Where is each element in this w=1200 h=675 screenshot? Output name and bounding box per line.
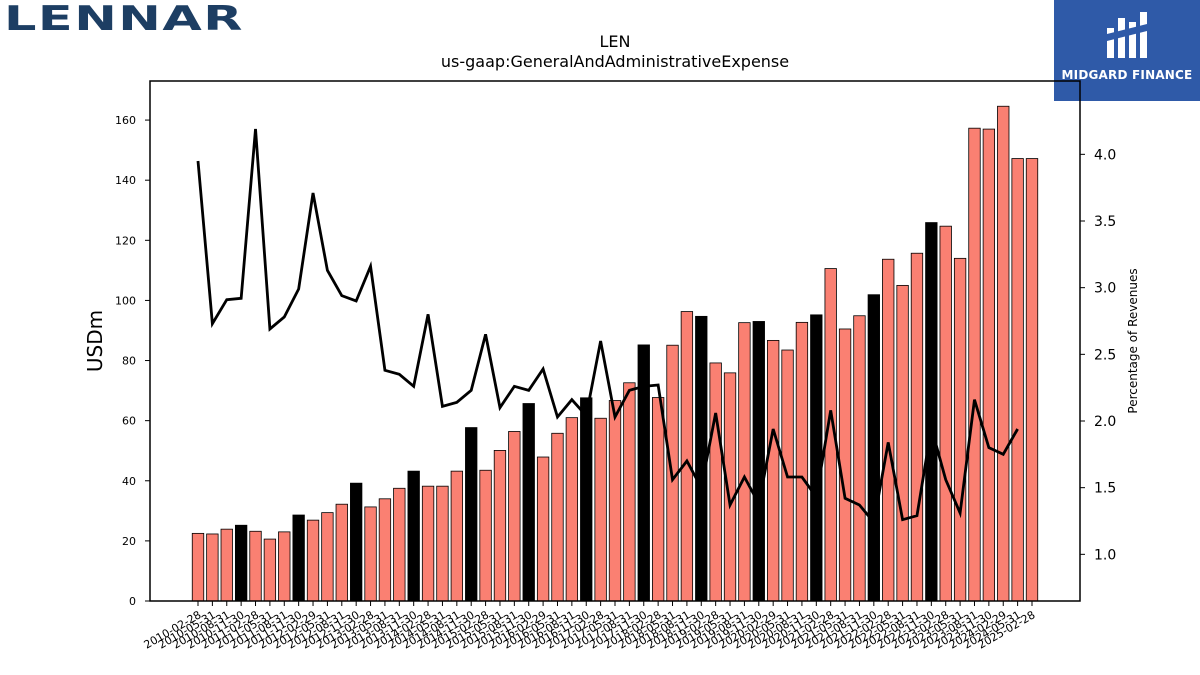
bar-2021-05-31: [838, 328, 852, 602]
bar-2022-11-30: [925, 222, 938, 602]
bar-2011-08-31: [278, 531, 291, 602]
bar-2012-08-31: [335, 503, 348, 602]
bar-2024-05-31: [1011, 158, 1024, 602]
bar-2025-02-28: [1025, 158, 1039, 602]
bar-2011-05-31: [263, 538, 277, 602]
y-axis-label: USDm: [83, 310, 107, 372]
bar-2019-11-30: [752, 321, 765, 602]
lennar-logo-mark: LENNAR: [4, 0, 244, 39]
bar-2012-05-31: [321, 512, 334, 602]
bar-2010-05-31: [206, 533, 219, 602]
y-tick-label: 140: [115, 174, 136, 187]
bar-2011-02-28: [249, 530, 262, 602]
chart-title: LEN: [599, 32, 631, 51]
y2-tick-label: 4.0: [1094, 147, 1116, 163]
percentage-of-revenues-line: [196, 128, 1019, 526]
bar-2017-02-28: [594, 417, 607, 602]
left-y-axis: 0 20 40 60 80 100 120 140 160: [115, 114, 150, 608]
midgard-finance-text: MIDGARD FINANCE: [1061, 68, 1193, 82]
bar-2014-02-28: [421, 485, 435, 602]
lennar-logo: LENNAR: [4, 0, 254, 39]
bar-2017-08-31: [623, 382, 636, 602]
y2-tick-label: 2.5: [1094, 347, 1116, 363]
bar-2019-08-31: [738, 322, 751, 602]
y-tick-label: 60: [122, 415, 136, 428]
bar-2011-11-30: [292, 514, 305, 602]
y-tick-label: 0: [129, 595, 136, 608]
bar-2018-11-30: [695, 315, 708, 602]
bar-2023-11-30: [982, 128, 996, 602]
bar-2022-08-31: [910, 252, 924, 602]
bar-2013-11-30: [407, 470, 420, 602]
y2-tick-label: 3.5: [1094, 214, 1116, 230]
bar-2020-02-29: [767, 339, 780, 602]
y-tick-label: 40: [122, 475, 136, 488]
y2-tick-label: 3.0: [1094, 281, 1116, 297]
chart-subtitle: us-gaap:GeneralAndAdministrativeExpense: [440, 52, 790, 71]
bar-2021-11-30: [867, 294, 880, 602]
right-y-axis: 1.0 1.5 2.0 2.5 3.0 3.5 4.0: [1080, 147, 1116, 563]
bar-2010-08-31: [220, 528, 233, 602]
bar-2018-02-28: [651, 397, 665, 602]
bar-2017-05-31: [608, 400, 622, 602]
midgard-emblem-icon: [1107, 12, 1147, 58]
bar-2015-05-31: [493, 450, 507, 602]
line-series: [196, 128, 1019, 526]
bar-2021-08-31: [853, 315, 866, 602]
midgard-finance-logo: MIDGARD FINANCE: [1054, 0, 1200, 101]
bar-2012-11-30: [350, 482, 363, 602]
y-tick-label: 100: [115, 294, 136, 307]
bar-2012-02-29: [306, 519, 320, 602]
bar-2013-08-31: [393, 487, 406, 602]
y2-tick-label: 1.5: [1094, 481, 1116, 497]
bar-2023-05-31: [953, 257, 967, 602]
y2-tick-label: 1.0: [1094, 547, 1116, 563]
bar-2016-11-30: [580, 397, 593, 602]
y-tick-label: 160: [115, 114, 136, 127]
bar-2016-02-29: [536, 456, 550, 602]
bar-2016-05-31: [551, 432, 564, 602]
bar-2010-11-30: [234, 524, 248, 602]
y-tick-label: 20: [122, 535, 136, 548]
bar-2015-08-31: [508, 431, 521, 602]
bar-2015-11-30: [522, 403, 535, 602]
bar-2024-02-29: [997, 105, 1010, 602]
x-axis: 2010-02-282010-05-312010-08-312010-11-30…: [142, 601, 1038, 652]
bar-2014-05-31: [436, 485, 449, 602]
y-tick-label: 120: [115, 234, 136, 247]
lennar-logo-text: LENNAR: [4, 2, 244, 34]
bar-series: [191, 105, 1039, 602]
bar-2014-11-30: [465, 427, 478, 602]
bar-2013-05-31: [378, 498, 392, 602]
bar-2020-08-31: [795, 321, 809, 602]
bar-2013-02-28: [364, 506, 377, 602]
secondary-y-axis-label: Percentage of Revenues: [1126, 268, 1140, 413]
bar-2010-02-28: [191, 532, 205, 602]
bar-2019-02-28: [709, 362, 722, 602]
bar-2016-08-31: [565, 417, 579, 602]
bar-2022-05-31: [896, 284, 909, 602]
bar-2022-02-28: [882, 258, 895, 602]
bar-2015-02-28: [479, 469, 492, 602]
bar-2014-08-31: [450, 470, 463, 602]
bar-2020-11-30: [810, 314, 823, 602]
y-tick-label: 80: [122, 355, 136, 368]
bar-2017-11-30: [637, 344, 650, 602]
bar-2023-02-28: [939, 225, 952, 602]
y2-tick-label: 2.0: [1094, 414, 1116, 430]
bar-2018-08-31: [680, 311, 694, 602]
bar-2023-08-31: [968, 127, 981, 602]
